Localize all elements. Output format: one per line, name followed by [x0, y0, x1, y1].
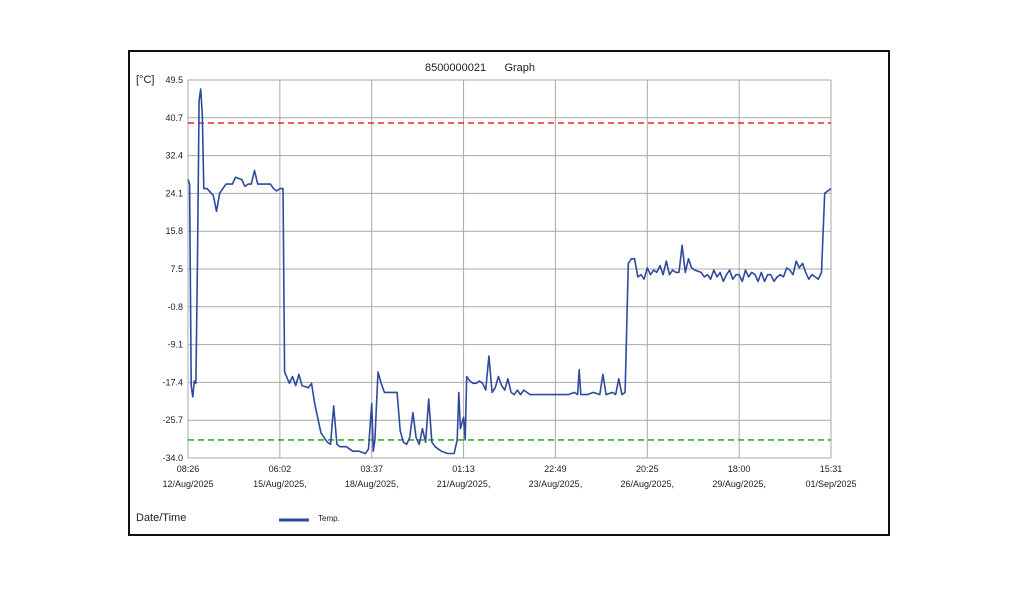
y-tick-label: -0.8 [167, 302, 183, 312]
x-tick-date: 15/Aug/2025, [253, 479, 307, 489]
x-axis-label: Date/Time [136, 512, 186, 524]
x-tick-date: 26/Aug/2025, [621, 479, 675, 489]
y-tick-label: 40.7 [165, 113, 183, 123]
y-tick-label: -34.0 [162, 453, 183, 463]
chart-frame [128, 50, 890, 536]
y-tick-label: -17.4 [162, 377, 183, 387]
limit-lines [188, 122, 831, 441]
x-tick-time: 01:13 [452, 464, 475, 474]
x-tick-date: 12/Aug/2025 [162, 479, 213, 489]
legend: Temp. [279, 514, 340, 523]
x-tick-time: 20:25 [636, 464, 659, 474]
y-tick-label: -25.7 [162, 415, 183, 425]
x-tick-time: 18:00 [728, 464, 751, 474]
x-ticks: 08:26 12/Aug/2025 06:02 15/Aug/2025, 03:37 18… [162, 464, 856, 489]
x-tick-time: 08:26 [177, 464, 200, 474]
series-layer [187, 88, 832, 455]
x-tick-time: 22:49 [544, 464, 567, 474]
y-tick-label: -9.1 [167, 340, 183, 350]
legend-label: Temp. [318, 514, 340, 523]
x-tick-date: 21/Aug/2025, [437, 479, 491, 489]
x-tick-date: 01/Sep/2025 [805, 479, 856, 489]
series-line-temp [187, 88, 832, 455]
y-axis-label: [°C] [136, 74, 154, 86]
y-tick-label: 7.5 [170, 264, 183, 274]
y-tick-label: 24.1 [165, 188, 183, 198]
y-tick-label: 15.8 [165, 226, 183, 236]
x-tick-date: 29/Aug/2025, [712, 479, 766, 489]
y-tick-label: 49.5 [165, 75, 183, 85]
chart-title: 8500000021 Graph [425, 62, 535, 74]
y-ticks: 49.5 40.7 32.4 24.1 15.8 7.5 -0.8 -9.1 -17.4 -25.… [162, 75, 183, 463]
x-tick-time: 03:37 [360, 464, 383, 474]
x-tick-time: 15:31 [820, 464, 843, 474]
x-tick-date: 18/Aug/2025, [345, 479, 399, 489]
x-tick-time: 06:02 [269, 464, 292, 474]
x-tick-date: 23/Aug/2025, [529, 479, 583, 489]
y-tick-label: 32.4 [165, 151, 183, 161]
